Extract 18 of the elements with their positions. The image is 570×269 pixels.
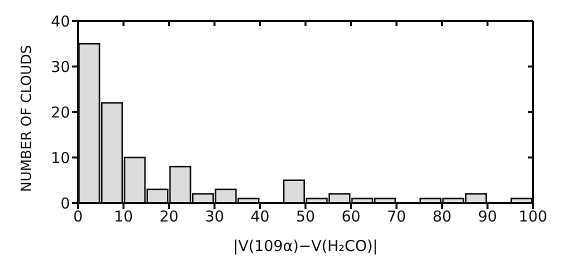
y-tick-label: 0 — [60, 194, 70, 212]
y-tick-label: 20 — [50, 103, 70, 122]
x-tick-label: 40 — [250, 208, 270, 226]
x-tick-label: 60 — [341, 208, 361, 226]
x-tick-label: 0 — [73, 208, 83, 226]
x-tick-label: 10 — [114, 208, 134, 226]
y-tick-label: 40 — [50, 12, 70, 30]
x-tick-label: 70 — [386, 208, 406, 226]
x-tick-label: 50 — [296, 208, 316, 226]
x-tick-label: 30 — [204, 208, 224, 226]
x-tick-label: 80 — [432, 208, 452, 226]
x-axis-title: |V(109α)−V(H₂CO)| — [233, 237, 378, 255]
x-tick-label: 100 — [518, 208, 548, 226]
x-tick-label: 20 — [159, 208, 179, 226]
x-tick-label: 90 — [478, 208, 498, 226]
y-axis-title: NUMBER OF CLOUDS — [18, 44, 35, 192]
y-tick-label: 30 — [50, 58, 70, 76]
y-tick-label: 10 — [50, 148, 70, 167]
